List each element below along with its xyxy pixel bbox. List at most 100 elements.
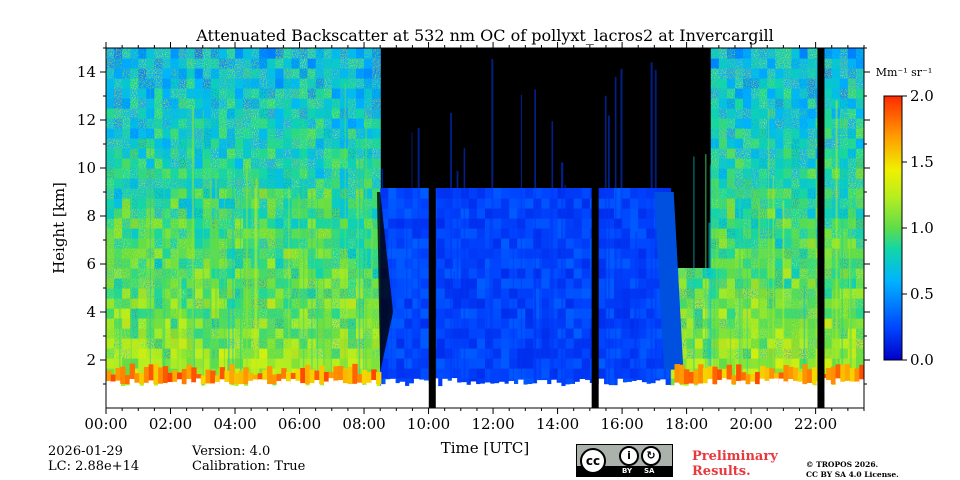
speckle-cell — [855, 298, 864, 309]
field-cell — [162, 358, 172, 369]
speckle-cell — [170, 188, 180, 199]
speckle-cell — [130, 318, 139, 329]
speckle-cell — [291, 98, 301, 109]
speckle-cell — [218, 298, 228, 309]
ground-band-cell — [148, 380, 154, 408]
speckle-cell — [775, 88, 784, 99]
speckle-cell — [718, 318, 728, 329]
speckle-cell — [718, 268, 728, 279]
speckle-cell — [235, 308, 244, 319]
speckle-cell — [751, 158, 760, 169]
speckle-cell — [315, 58, 325, 69]
speckle-cell — [251, 68, 260, 79]
speckle-cell — [702, 288, 712, 299]
speckle-cell — [807, 158, 817, 169]
speckle-cell — [718, 348, 728, 359]
speckle-cell — [243, 128, 252, 139]
ground-band-cell — [826, 380, 832, 408]
speckle-cell — [686, 348, 696, 359]
speckle-cell — [847, 258, 857, 269]
speckle-cell — [162, 138, 172, 149]
ground-band-cell — [598, 378, 605, 408]
streak-line — [607, 115, 610, 408]
field-cell — [605, 268, 615, 279]
streak-line — [520, 94, 523, 408]
streak-line — [179, 277, 182, 408]
speckle-cell — [364, 48, 373, 59]
speckle-cell — [218, 278, 228, 289]
speckle-cell — [202, 168, 212, 179]
field-cell — [412, 228, 422, 239]
speckle-cell — [775, 218, 784, 229]
speckle-cell — [323, 158, 333, 169]
streak-line — [849, 182, 852, 408]
speckle-cell — [114, 48, 123, 59]
field-cell — [380, 368, 389, 379]
field-cell — [468, 188, 478, 199]
speckle-cell — [315, 188, 325, 199]
ground-band-cell — [565, 384, 571, 408]
speckle-cell — [823, 318, 833, 329]
speckle-cell — [331, 128, 341, 139]
speckle-cell — [855, 108, 864, 119]
speckle-cell — [726, 208, 736, 219]
speckle-cell — [122, 158, 131, 169]
speckle-cell — [751, 118, 760, 129]
speckle-cell — [162, 248, 172, 259]
speckle-cell — [267, 348, 276, 359]
speckle-cell — [202, 218, 212, 229]
field-cell — [412, 368, 422, 379]
speckle-cell — [218, 118, 228, 129]
speckle-cell — [114, 238, 123, 249]
speckle-cell — [259, 148, 268, 159]
speckle-cell — [291, 208, 301, 219]
streak-line — [757, 198, 761, 408]
surface-aerosol-cell — [830, 366, 837, 384]
field-cell — [501, 378, 510, 389]
speckle-cell — [235, 228, 244, 239]
field-cell — [501, 218, 510, 229]
speckle-cell — [218, 308, 228, 319]
speckle-cell — [210, 138, 220, 149]
field-cell — [396, 288, 405, 299]
preliminary-line2: Results. — [692, 464, 751, 479]
speckle-cell — [767, 268, 776, 279]
colorbar-tick-label: 0.0 — [910, 351, 934, 369]
speckle-cell — [347, 218, 357, 229]
speckle-cell — [299, 88, 309, 99]
streak-line — [654, 69, 657, 408]
speckle-cell — [751, 278, 760, 289]
speckle-cell — [791, 188, 801, 199]
speckle-cell — [678, 308, 688, 319]
ground-band-cell — [162, 383, 169, 408]
speckle-cell — [194, 68, 204, 79]
field-cell — [476, 208, 486, 219]
speckle-cell — [154, 218, 164, 229]
footer-date: 2026-01-29 — [48, 444, 123, 459]
field-cell — [630, 238, 639, 249]
speckle-cell — [710, 88, 720, 99]
field-cell — [565, 268, 575, 279]
speckle-cell — [114, 298, 123, 309]
field-cell — [501, 308, 510, 319]
surface-aerosol-cell — [120, 366, 126, 384]
speckle-cell — [130, 198, 139, 209]
field-cell — [404, 338, 414, 349]
surface-aerosol-cell — [755, 371, 761, 384]
speckle-cell — [275, 78, 285, 89]
speckle-cell — [751, 328, 760, 339]
ground-band-cell — [617, 378, 623, 408]
speckle-cell — [710, 188, 720, 199]
speckle-cell — [759, 168, 768, 179]
speckle-cell — [186, 248, 196, 259]
x-tick-label: 08:00 — [342, 415, 385, 433]
ground-band-cell — [205, 383, 211, 408]
speckle-cell — [170, 328, 180, 339]
speckle-cell — [726, 328, 736, 339]
field-cell — [565, 288, 575, 299]
speckle-cell — [855, 68, 864, 79]
surface-aerosol-cell — [849, 368, 856, 384]
speckle-cell — [283, 308, 293, 319]
speckle-cell — [267, 58, 276, 69]
speckle-cell — [807, 238, 817, 249]
